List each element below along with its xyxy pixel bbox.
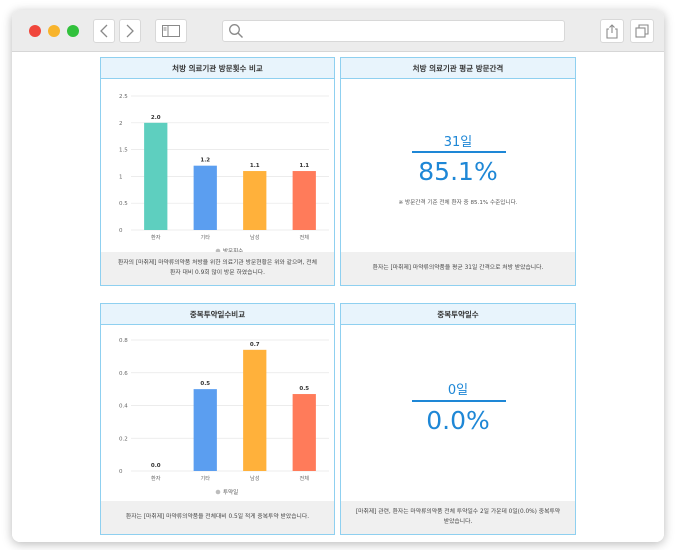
card-footer-text: 환자는 [마취제] 마약류의약품을 전체대비 0.5일 적게 중복투약 받았습니…	[101, 501, 334, 534]
visits-compare-card: 처방 의료기관 방문횟수 비교 0 0.5 1 1.5 2 2.5 2.0 환자 1.2 기타 1.…	[100, 57, 335, 286]
y-tick-label: 0	[119, 228, 123, 234]
search-icon	[229, 24, 243, 38]
y-tick-label: 1	[119, 174, 123, 180]
x-tick-label: 남성	[250, 474, 260, 482]
zoom-window-button[interactable]	[67, 25, 79, 37]
bar-1	[144, 122, 168, 230]
back-button[interactable]	[93, 19, 115, 43]
card-title: 중복투약일수	[341, 304, 575, 325]
data-label: 0.5	[200, 381, 210, 387]
data-label: 1.1	[250, 163, 260, 169]
forward-button[interactable]	[119, 19, 141, 43]
interval-percent-value: 85.1%	[418, 157, 498, 186]
y-tick-label: 1.5	[119, 148, 128, 154]
interval-note: ※ 방문간격 기준 전체 환자 중 85.1% 수준입니다.	[398, 200, 518, 206]
sidebar-button[interactable]	[155, 19, 187, 43]
x-tick-label: 전체	[299, 474, 309, 482]
url-input[interactable]	[247, 23, 557, 39]
share-icon	[606, 23, 618, 39]
y-tick-label: 0.2	[119, 436, 128, 442]
value-divider	[412, 400, 506, 402]
card-title: 중복투약일수비교	[101, 304, 334, 325]
visit-interval-card: 처방 의료기관 평균 방문간격 31일 85.1% ※ 방문간격 기준 전체 환…	[340, 57, 576, 286]
data-label: 0.5	[299, 386, 309, 392]
overlap-percent-value: 0.0%	[426, 406, 490, 435]
minimize-window-button[interactable]	[48, 25, 60, 37]
y-tick-label: 2.5	[119, 94, 128, 100]
x-tick-label: 전체	[299, 233, 309, 241]
sidebar-icon	[162, 25, 180, 37]
visits-bar-chart: 0 0.5 1 1.5 2 2.5 2.0 환자 1.2 기타 1.1 남성 1.1 전체방문횟수	[119, 94, 329, 254]
address-bar[interactable]	[222, 20, 565, 42]
bar-2	[193, 165, 217, 230]
data-label: 1.2	[200, 158, 210, 164]
tabs-icon	[635, 24, 649, 38]
y-tick-label: 0.4	[119, 404, 128, 410]
overlap-days-value: 0일	[447, 383, 469, 398]
legend-marker	[215, 489, 221, 495]
card-title: 처방 의료기관 평균 방문간격	[341, 58, 575, 79]
data-label: 2.0	[151, 115, 161, 121]
close-window-button[interactable]	[29, 25, 41, 37]
forward-icon	[126, 24, 134, 38]
y-tick-label: 2	[119, 121, 123, 127]
x-tick-label: 기타	[200, 233, 210, 241]
bar-4	[292, 394, 316, 471]
y-tick-label: 0	[119, 469, 123, 475]
x-tick-label: 환자	[151, 474, 161, 482]
legend-label: 방문횟수	[223, 247, 243, 254]
y-tick-label: 0.5	[119, 201, 128, 207]
bar-3	[243, 171, 267, 230]
value-divider	[412, 151, 506, 153]
card-footer-text: 환자의 [마취제] 마약류의약품 처방을 위한 의료기관 방문현황은 위와 같으…	[101, 252, 334, 285]
data-label: 1.1	[299, 163, 309, 169]
y-tick-label: 0.6	[119, 371, 128, 377]
overlap-compare-card: 중복투약일수비교 0 0.2 0.4 0.6 0.8 0.0 환자 0.5 기타 0.7 남성 0.5…	[100, 303, 335, 535]
card-footer-text: [마취제] 관련, 환자는 마약류의약품 전체 투약일수 2일 가운데 0일(0…	[341, 501, 575, 534]
x-tick-label: 환자	[151, 233, 161, 241]
back-icon	[100, 24, 108, 38]
bar-2	[193, 389, 217, 471]
browser-toolbar	[12, 10, 664, 52]
browser-window: 처방 의료기관 방문횟수 비교 0 0.5 1 1.5 2 2.5 2.0 환자 1.2 기타 1.…	[12, 10, 664, 542]
card-footer-text: 환자는 [마취제] 마약류의약품을 평균 31일 간격으로 처방 받았습니다.	[341, 252, 575, 285]
x-tick-label: 기타	[200, 474, 210, 482]
card-title: 처방 의료기관 방문횟수 비교	[101, 58, 334, 79]
x-tick-label: 남성	[250, 233, 260, 241]
bar-3	[243, 349, 267, 471]
data-label: 0.0	[151, 463, 161, 469]
legend-label: 투약일	[223, 488, 238, 496]
overlap-days-card: 중복투약일수 0일 0.0% [마취제] 관련, 환자는 마약류의약품 전체 투…	[340, 303, 576, 535]
data-label: 0.7	[250, 342, 260, 348]
interval-days-value: 31일	[443, 135, 473, 150]
bar-4	[292, 171, 316, 230]
share-button[interactable]	[600, 19, 624, 43]
y-tick-label: 0.8	[119, 338, 128, 344]
page-content: 처방 의료기관 방문횟수 비교 0 0.5 1 1.5 2 2.5 2.0 환자 1.2 기타 1.…	[12, 53, 664, 542]
tabs-button[interactable]	[630, 19, 654, 43]
